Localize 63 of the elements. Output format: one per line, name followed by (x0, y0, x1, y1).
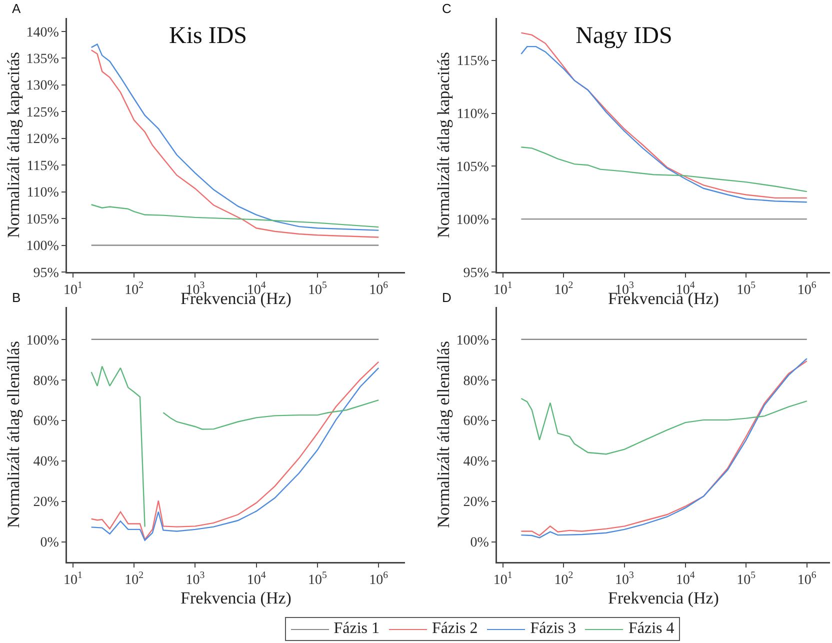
y-tick-label: 135% (26, 52, 60, 68)
chart-title: Nagy IDS (576, 22, 672, 49)
y-tick-label: 110% (456, 107, 490, 122)
y-tick-label: 0% (470, 536, 490, 551)
x-axis-title: Frekvencia (Hz) (608, 588, 719, 608)
x-tick-label: 10$^{6}$ (797, 570, 816, 588)
y-tick-label: 20% (463, 495, 490, 510)
y-tick-label: 130% (26, 78, 60, 94)
y-axis-title: Normalizált átlag kapacitás (434, 52, 453, 238)
x-tick-label: 10$^{2}$ (554, 280, 574, 298)
x-tick-label: 10$^{2}$ (124, 570, 144, 588)
legend-label: Fázis 2 (432, 620, 478, 638)
y-tick-label: 105% (456, 160, 490, 176)
y-tick-label: 95% (33, 266, 60, 281)
legend-label: Fázis 1 (334, 620, 380, 638)
text: D (442, 290, 452, 305)
y-tick-label: 110% (26, 186, 60, 201)
x-axis-title: Frekvencia (Hz) (180, 588, 292, 608)
text: C (442, 1, 452, 16)
y-tick-label: 140% (26, 25, 60, 40)
x-tick-label: 10$^{1}$ (493, 570, 512, 588)
y-tick-label: 40% (463, 454, 490, 470)
x-tick-label: 10$^{1}$ (493, 280, 512, 298)
y-axis-title: Normalizált átlag ellenállás (434, 341, 453, 528)
x-tick-label: 10$^{3}$ (186, 570, 205, 588)
y-axis-title: Normalizált átlag kapacitás (4, 52, 23, 238)
y-tick-label: 120% (26, 132, 60, 148)
text: A (12, 1, 21, 16)
x-tick-label: 10$^{1}$ (63, 570, 82, 588)
y-tick-label: 0% (40, 536, 60, 551)
y-tick-label: 80% (33, 374, 60, 389)
y-tick-label: 115% (456, 54, 490, 70)
x-tick-label: 10$^{3}$ (615, 570, 634, 588)
y-tick-label: 20% (33, 495, 60, 510)
y-tick-label: 80% (463, 374, 490, 389)
y-tick-label: 125% (26, 105, 60, 120)
y-tick-label: 115% (26, 158, 60, 174)
y-tick-label: 60% (463, 414, 490, 430)
y-tick-label: 100% (456, 212, 490, 228)
x-tick-label: 10$^{2}$ (124, 280, 144, 298)
x-tick-label: 10$^{4}$ (676, 570, 695, 588)
x-tick-label: 10$^{6}$ (369, 280, 388, 298)
legend-label: Fázis 3 (530, 620, 576, 638)
x-tick-label: 10$^{6}$ (369, 570, 388, 588)
text: B (12, 290, 21, 305)
y-axis-title: Normalizált átlag ellenállás (4, 341, 23, 528)
y-tick-label: 60% (33, 414, 60, 430)
x-tick-label: 10$^{2}$ (554, 570, 574, 588)
y-tick-label: 105% (26, 212, 60, 228)
x-tick-label: 10$^{6}$ (797, 280, 816, 298)
x-tick-label: 10$^{5}$ (736, 570, 756, 588)
y-tick-label: 40% (33, 454, 60, 470)
y-tick-label: 100% (456, 333, 490, 348)
x-tick-label: 10$^{1}$ (63, 280, 82, 298)
x-tick-label: 10$^{5}$ (736, 280, 756, 298)
chart-title: Kis IDS (168, 22, 248, 49)
y-tick-label: 95% (463, 266, 490, 281)
x-tick-label: 10$^{4}$ (246, 570, 266, 588)
x-tick-label: 10$^{5}$ (308, 280, 328, 298)
x-tick-label: 10$^{5}$ (308, 570, 328, 588)
legend-label: Fázis 4 (628, 620, 674, 638)
y-tick-label: 100% (26, 333, 60, 348)
y-tick-label: 100% (26, 239, 60, 254)
